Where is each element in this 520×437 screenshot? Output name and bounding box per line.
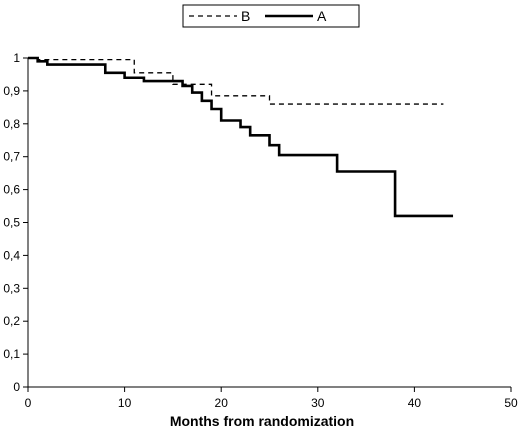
- legend-label-b: B: [241, 8, 250, 24]
- x-tick-label: 50: [504, 396, 518, 410]
- x-tick-label: 40: [408, 396, 422, 410]
- x-tick-label: 30: [311, 396, 325, 410]
- y-tick-label: 0,4: [3, 248, 20, 262]
- y-tick-label: 0,2: [3, 314, 20, 328]
- y-tick-label: 0,3: [3, 281, 20, 295]
- x-tick-label: 20: [215, 396, 229, 410]
- x-axis-title: Months from randomization: [170, 413, 354, 429]
- series-line-a: [28, 56, 454, 218]
- axes: 0 10 20 30 40 50 0 0,1 0,2 0,3 0,4 0,5 0,6 0,7 0,8 0,9 1: [3, 51, 518, 410]
- y-tick-label: 0,5: [3, 216, 20, 230]
- y-tick-label: 0,8: [3, 117, 20, 131]
- y-tick-label: 0,1: [3, 347, 20, 361]
- y-tick-label: 1: [13, 51, 20, 65]
- x-tick-label: 10: [118, 396, 132, 410]
- x-tick-label: 0: [25, 396, 32, 410]
- y-tick-label: 0: [13, 380, 20, 394]
- series-layer: [28, 56, 454, 218]
- legend: B A: [182, 4, 360, 28]
- y-tick-label: 0,9: [3, 84, 20, 98]
- y-tick-label: 0,6: [3, 183, 20, 197]
- y-tick-label: 0,7: [3, 150, 20, 164]
- legend-label-a: A: [317, 8, 327, 24]
